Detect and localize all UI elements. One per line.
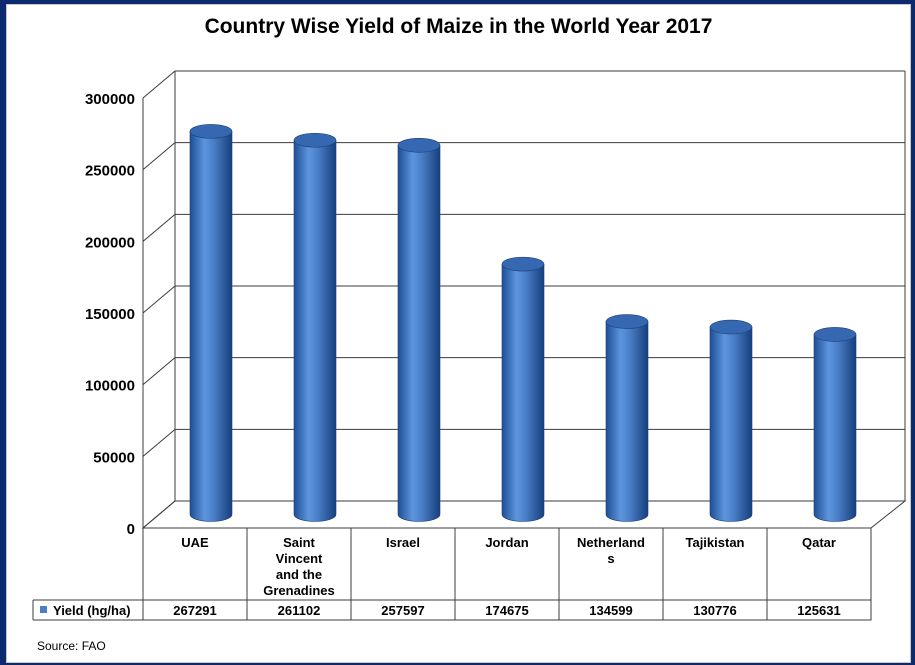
legend-label: Yield (hg/ha) [53,603,131,618]
bar [293,139,337,522]
x-tick-label: Netherland [577,535,645,550]
y-tick-label: 50000 [93,449,135,466]
legend-swatch [40,606,47,613]
bar [189,131,233,522]
bar-top [605,314,649,329]
bar [397,144,441,522]
bar-top [813,327,857,342]
data-label: 130776 [693,603,736,618]
bar [709,326,753,522]
y-tick-label: 150000 [85,306,135,323]
gridline-wall [142,70,176,99]
data-label: 261102 [278,603,321,618]
y-tick-label: 100000 [85,378,135,395]
chart-frame: Country Wise Yield of Maize in the World… [6,4,911,663]
bar-top [189,124,233,139]
bar [501,263,545,522]
y-tick-label: 300000 [85,91,135,108]
data-label: 125631 [797,603,840,618]
x-tick-label: Jordan [485,535,528,550]
x-tick-label: Tajikistan [685,535,744,550]
y-tick-label: 200000 [85,234,135,251]
gridline-wall [142,285,176,314]
bar [813,334,857,522]
x-tick-label: Vincent [276,551,323,566]
gridline-wall [142,357,176,386]
gridline-wall [142,142,176,171]
x-tick-label: s [607,551,614,566]
bar-top [293,132,337,148]
y-tick-label: 250000 [85,163,135,180]
x-tick-label: Grenadines [263,583,335,598]
x-tick-label: Qatar [802,535,836,550]
bar-top [397,137,441,153]
data-label: 174675 [485,603,528,618]
gridline-wall [142,428,176,457]
y-tick-label: 0 [127,521,135,538]
x-tick-label: and the [276,567,322,582]
x-tick-label: Israel [386,535,420,550]
x-tick-label: UAE [181,535,209,550]
data-label: 134599 [589,603,632,618]
data-label: 257597 [381,603,424,618]
chart-title: Country Wise Yield of Maize in the World… [204,15,713,38]
data-label: 267291 [173,603,216,618]
bar-top [709,319,753,335]
x-tick-label: Saint [283,535,315,550]
bar [605,321,649,522]
source-note: Source: FAO [37,639,106,653]
maize-yield-chart: 0 50000 100000 150000 200000 250000 300000 UAE S… [32,70,907,621]
bar-top [501,256,545,272]
gridline-wall [142,213,176,242]
